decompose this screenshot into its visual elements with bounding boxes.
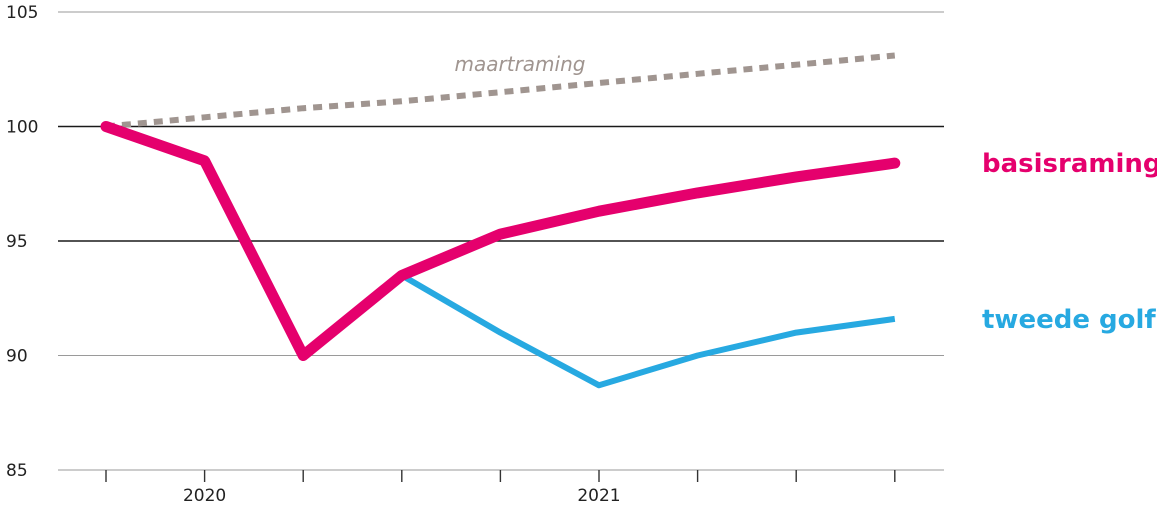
series-line-maartraming (105, 52, 896, 130)
y-tick-label-100: 100 (6, 118, 38, 138)
y-tick-label-105: 105 (6, 3, 38, 23)
x-tick-label-2020: 2020 (183, 486, 226, 506)
series-lines (100, 52, 901, 389)
series-line-basisraming (100, 121, 901, 361)
series-label-tweede-golf: tweede golf (982, 305, 1156, 335)
series-line-tweede-golf (400, 272, 896, 389)
y-tick-label-85: 85 (6, 461, 28, 481)
y-axis-ticks: 85 90 95 100 105 (6, 3, 38, 481)
x-tick-label-2021: 2021 (577, 486, 620, 506)
series-label-maartraming: maartraming (455, 52, 586, 76)
gridlines (58, 11, 944, 471)
y-tick-label-95: 95 (6, 232, 28, 252)
y-tick-label-90: 90 (6, 347, 28, 367)
x-axis: 2020 2021 (105, 470, 896, 506)
series-label-basisraming: basisraming (982, 149, 1157, 179)
series-labels: maartraming basisraming tweede golf (455, 52, 1157, 335)
